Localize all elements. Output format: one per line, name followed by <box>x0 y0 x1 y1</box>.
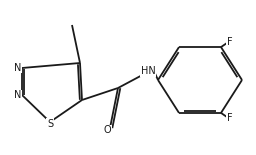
Text: N: N <box>14 63 21 73</box>
Text: S: S <box>47 119 53 128</box>
Text: HN: HN <box>141 66 155 76</box>
Text: F: F <box>227 113 232 123</box>
Text: F: F <box>227 38 232 47</box>
Text: O: O <box>104 125 111 135</box>
Text: N: N <box>14 90 21 100</box>
